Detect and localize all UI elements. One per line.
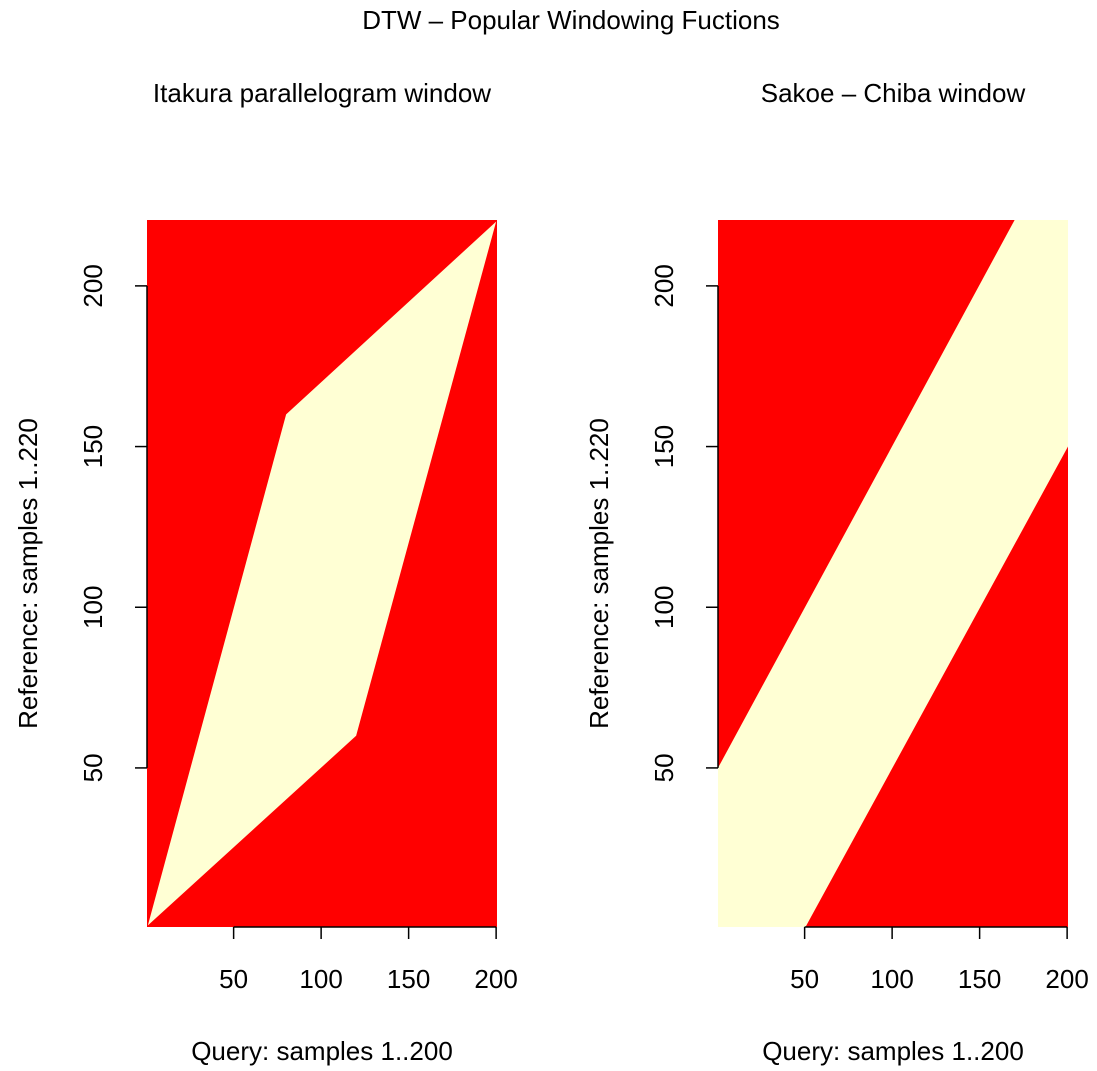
window-region (718, 220, 1068, 927)
y-tick-label: 100 (649, 586, 679, 629)
x-tick-label: 100 (870, 964, 913, 994)
x-tick-label: 200 (474, 964, 517, 994)
x-tick-label: 150 (387, 964, 430, 994)
y-tick-label: 50 (78, 753, 108, 782)
x-tick-label: 50 (219, 964, 248, 994)
x-axis-label: Query: samples 1..200 (762, 1036, 1024, 1066)
y-tick-label: 150 (649, 425, 679, 468)
y-tick-label: 200 (649, 264, 679, 307)
panel-title: Sakoe – Chiba window (761, 78, 1026, 108)
x-tick-label: 200 (1045, 964, 1088, 994)
y-axis-label: Reference: samples 1..220 (584, 418, 614, 729)
y-tick-label: 100 (78, 586, 108, 629)
y-tick-label: 50 (649, 753, 679, 782)
x-tick-label: 100 (299, 964, 342, 994)
window-region (147, 221, 497, 926)
panel-title: Itakura parallelogram window (153, 78, 491, 108)
figure-title: DTW – Popular Windowing Fuctions (362, 5, 780, 35)
y-tick-label: 200 (78, 264, 108, 307)
x-tick-label: 50 (790, 964, 819, 994)
x-axis-label: Query: samples 1..200 (191, 1036, 453, 1066)
y-axis-label: Reference: samples 1..220 (13, 418, 43, 729)
x-tick-label: 150 (958, 964, 1001, 994)
y-tick-label: 150 (78, 425, 108, 468)
